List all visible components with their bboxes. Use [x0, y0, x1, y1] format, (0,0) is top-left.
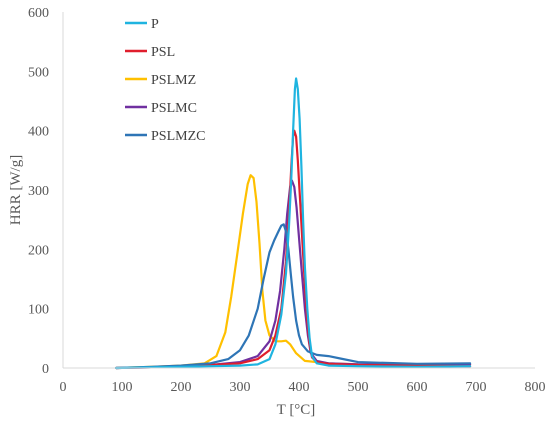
x-tick-label: 700	[466, 380, 487, 395]
plot-area	[115, 77, 472, 370]
series-line-psl	[115, 129, 472, 370]
series-line-p	[115, 77, 472, 370]
x-tick-label: 100	[112, 380, 133, 395]
x-tick-label: 600	[407, 380, 428, 395]
axes: 0 100 200 300 400 500 600 700 800 0 100 200 300 400 50…	[28, 6, 546, 395]
x-tick-label: 0	[60, 380, 67, 395]
legend: P PSL PSLMZ PSLMC PSLMZC	[125, 17, 205, 144]
y-tick-label: 0	[42, 362, 49, 377]
series-line-pslmc	[115, 179, 472, 370]
legend-label-pslmzc: PSLMZC	[151, 129, 205, 144]
series-line-pslmz	[115, 174, 472, 370]
x-axis-title: T [°C]	[277, 402, 316, 418]
y-tick-label: 600	[28, 6, 49, 21]
y-tick-label: 200	[28, 243, 49, 258]
legend-label-psl: PSL	[151, 45, 175, 60]
x-tick-label: 800	[525, 380, 546, 395]
legend-label-p: P	[151, 17, 159, 32]
x-tick-label: 500	[348, 380, 369, 395]
x-tick-label: 200	[171, 380, 192, 395]
y-axis-title: HRR [W/g]	[8, 155, 24, 225]
legend-label-pslmc: PSLMC	[151, 101, 197, 116]
y-tick-label: 400	[28, 125, 49, 140]
x-tick-label: 300	[230, 380, 251, 395]
legend-label-pslmz: PSLMZ	[151, 73, 196, 88]
series-line-pslmzc	[115, 223, 472, 370]
y-tick-label: 500	[28, 65, 49, 80]
y-tick-label: 100	[28, 303, 49, 318]
x-tick-label: 400	[289, 380, 310, 395]
y-tick-label: 300	[28, 184, 49, 199]
